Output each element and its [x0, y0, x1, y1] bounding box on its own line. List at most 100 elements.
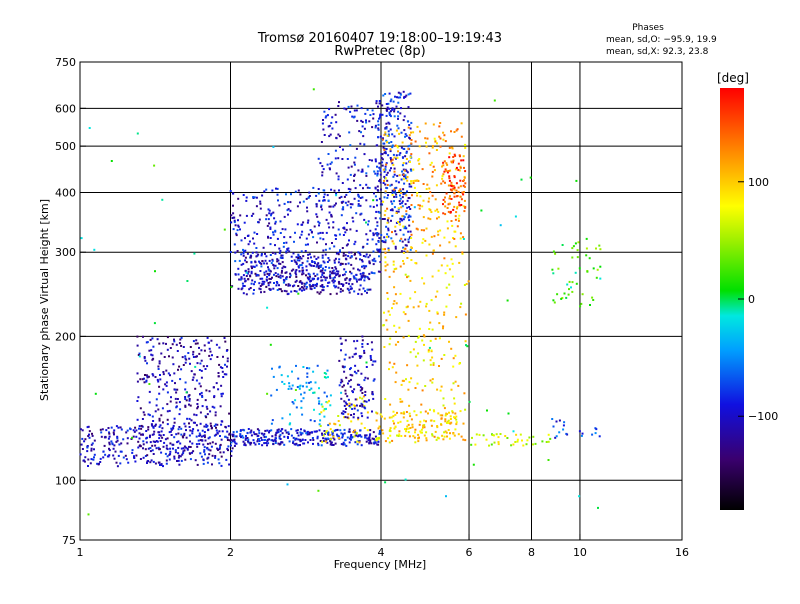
data-point	[177, 428, 180, 431]
x-axis-label: Frequency [MHz]	[334, 558, 426, 571]
data-point	[431, 328, 434, 331]
data-point	[137, 354, 140, 356]
data-point	[277, 430, 280, 433]
data-point	[188, 417, 191, 420]
data-point	[448, 294, 451, 296]
data-point	[388, 429, 391, 432]
data-point	[328, 433, 331, 436]
data-point	[158, 425, 161, 428]
data-point	[335, 137, 338, 140]
data-point	[437, 269, 440, 272]
data-point	[391, 307, 393, 310]
data-point	[196, 362, 199, 365]
data-point	[383, 196, 386, 199]
data-point	[247, 243, 250, 246]
data-point	[328, 275, 331, 278]
data-point	[278, 284, 280, 287]
data-point	[218, 462, 221, 465]
data-point	[353, 253, 356, 256]
data-point	[161, 436, 164, 439]
data-point	[290, 290, 293, 293]
data-point	[457, 186, 460, 189]
data-point	[341, 289, 344, 292]
data-point	[367, 439, 370, 442]
data-point	[354, 277, 357, 280]
data-point	[243, 285, 246, 287]
data-point	[119, 426, 122, 429]
data-point	[213, 386, 215, 389]
data-point	[433, 410, 436, 413]
data-point	[363, 427, 366, 429]
data-point	[272, 443, 275, 446]
data-point	[407, 216, 410, 219]
data-point	[464, 143, 467, 146]
data-point	[325, 115, 328, 118]
data-point	[362, 255, 365, 257]
data-point	[259, 261, 262, 264]
data-point	[82, 459, 85, 462]
data-point	[366, 437, 369, 440]
data-point	[356, 409, 359, 412]
data-point	[363, 127, 366, 130]
data-point	[317, 442, 320, 445]
data-point	[273, 217, 276, 220]
data-point	[270, 429, 273, 432]
data-point	[410, 131, 412, 134]
data-point	[354, 441, 357, 444]
data-point	[197, 439, 200, 442]
data-point	[355, 278, 358, 281]
data-point	[516, 440, 519, 443]
data-point	[245, 214, 248, 217]
data-point	[285, 290, 288, 293]
data-point	[464, 182, 467, 185]
data-point	[345, 258, 348, 261]
data-point	[325, 243, 327, 246]
data-point	[357, 193, 360, 196]
data-point	[199, 362, 202, 365]
data-point	[403, 96, 405, 99]
data-point	[151, 433, 154, 436]
data-point	[281, 441, 284, 444]
data-point	[220, 464, 223, 467]
data-point	[138, 427, 140, 430]
data-point	[250, 255, 253, 258]
data-point	[376, 224, 379, 227]
data-point	[136, 335, 139, 338]
data-point	[360, 435, 363, 438]
data-point	[431, 194, 434, 197]
data-point	[158, 461, 161, 464]
data-point	[379, 116, 381, 119]
data-point	[407, 241, 410, 244]
data-point	[397, 110, 400, 113]
data-point	[350, 420, 353, 423]
data-point	[308, 195, 311, 197]
data-point	[344, 201, 347, 204]
data-point	[361, 260, 364, 263]
data-point	[413, 186, 416, 189]
data-point	[395, 105, 398, 108]
data-point	[220, 423, 223, 426]
data-point	[328, 266, 331, 269]
data-point	[359, 396, 361, 399]
data-point	[202, 443, 205, 446]
data-point	[336, 434, 339, 437]
data-point	[205, 426, 208, 428]
data-point	[425, 227, 428, 230]
x-tick-label: 8	[528, 546, 535, 559]
data-point	[157, 365, 160, 368]
data-point	[402, 218, 405, 221]
data-point	[290, 387, 293, 390]
data-point	[359, 204, 362, 207]
y-tick-label: 200	[55, 330, 76, 343]
data-point	[389, 427, 392, 430]
data-point	[421, 389, 424, 392]
data-point	[209, 442, 212, 445]
data-point	[204, 368, 207, 370]
data-point	[464, 313, 467, 316]
data-point	[188, 398, 191, 400]
data-point	[410, 418, 413, 421]
data-point	[352, 116, 355, 119]
data-point	[286, 209, 289, 212]
data-point	[442, 164, 445, 167]
data-point	[274, 252, 277, 255]
